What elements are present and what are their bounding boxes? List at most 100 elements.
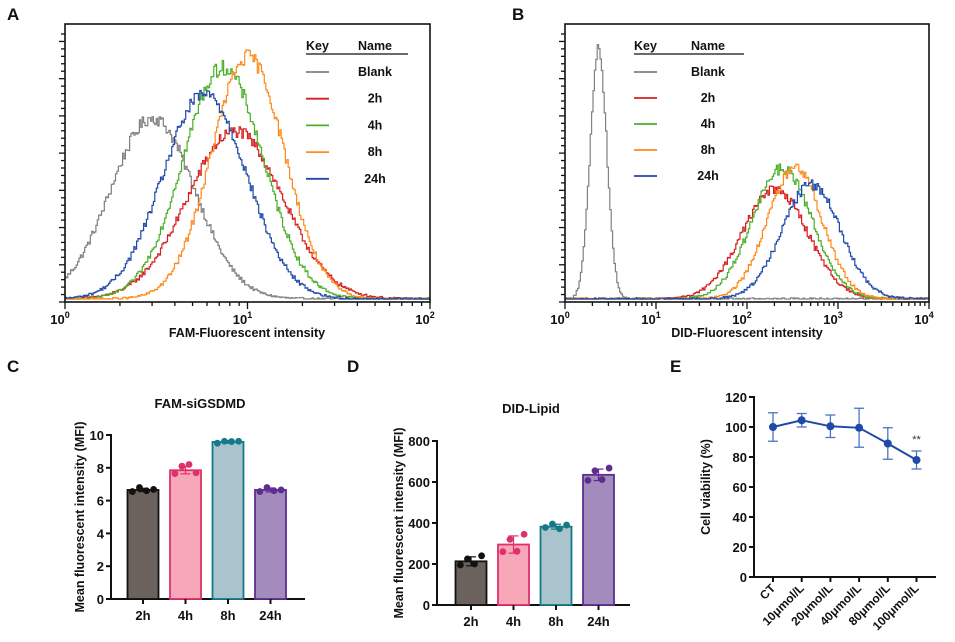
data-point-4h [171,470,179,477]
x-tick-exponent: 1 [656,310,661,320]
bar-chart-panel-c: FAM-siGSDMD Mean fluorescent intensity (… [73,396,305,623]
histogram-line-2h [565,185,930,300]
y-axis-ticks [559,33,565,303]
bar-2h [126,489,160,600]
plot-area: 0 200 400 600 800 2h 4h 8h 24h [408,434,630,629]
bar-4h [169,469,202,600]
data-point-24h [605,464,613,472]
y-axis-ticks [59,33,65,303]
x-axis-title: FAM-Fluorescent intensity [169,326,325,340]
y-tick-label: 0 [423,598,430,613]
data-point-2h [471,560,478,568]
y-tick-label: 60 [733,480,747,495]
y-axis-title: Cell viability (%) [699,439,713,535]
data-point-8h [213,439,221,447]
data-point-100-mol-l [912,456,921,464]
data-point-ct [769,423,777,431]
data-point-24h [591,467,599,475]
histogram-line-4h [65,59,431,300]
y-tick-label: 4 [97,526,105,541]
x-tick-exponent: 4 [929,310,934,320]
legend-label-4h: 4h [368,118,383,132]
legend: Key Name Blank 2h 4h 8h 24h [634,39,744,183]
x-tick-label: 101 [233,310,252,327]
x-tick-exponent: 3 [838,310,843,320]
chart-title: DID-Lipid [502,401,560,416]
data-point-8h [235,437,243,445]
legend-label-4h: 4h [701,117,716,131]
x-tick-label: 102 [415,310,434,327]
y-tick-label: 2 [97,559,104,574]
legend: Key Name Blank 2h 4h 8h 24h [306,39,408,186]
data-point-4h [178,462,186,470]
panel-letter-e: E [670,357,681,376]
x-tick-label: 4h [506,614,521,629]
bar-8h [211,440,245,600]
y-tick-label: 100 [725,420,747,435]
x-tick-label: 8h [220,608,235,623]
x-tick-base: 10 [732,312,746,327]
legend-label-24h: 24h [697,169,719,183]
y-tick-label: 400 [408,516,430,531]
panel-letter-c: C [7,357,19,376]
histogram-line-4h [565,163,930,300]
legend-label-24h: 24h [364,172,386,186]
x-tick-label: 2h [135,608,150,623]
data-point-4h [185,461,193,468]
y-tick-label: 0 [97,592,104,607]
x-tick-base: 10 [50,312,64,327]
x-tick-label: 103 [823,310,842,327]
y-axis-title: Mean fluorescent intensity (MFI) [73,422,87,613]
viability-line [772,419,917,461]
y-tick-label: 40 [733,510,747,525]
legend-header-key: Key [634,39,657,53]
x-tick-exponent: 0 [65,310,70,320]
x-tick-label: CT [757,581,779,603]
data-point-8h [563,521,571,529]
y-axis-title: Mean fluorescent intensity (MFI) [392,428,406,619]
x-tick-label: 104 [914,310,933,327]
histogram-line-8h [565,163,929,300]
data-point-40-mol-l [855,423,864,432]
legend-label-8h: 8h [701,143,716,157]
y-tick-label: 20 [733,540,747,555]
x-tick-label: 102 [732,310,751,327]
data-point-4h [513,547,521,555]
histogram-panel-a: 100 101 102 FAM-Fluorescent intensity Key … [50,23,435,340]
x-tick-exponent: 2 [430,310,435,320]
data-point-2h [150,486,158,493]
x-tick-base: 10 [550,312,564,327]
x-tick-label: 101 [641,310,660,327]
data-point-8h [228,438,235,445]
y-tick-label: 600 [408,475,430,490]
legend-header-name: Name [358,39,392,53]
y-tick-label: 6 [97,494,104,509]
plot-frame [564,23,930,303]
data-point-8h [549,520,556,528]
legend-label-2h: 2h [701,91,716,105]
data-point-24h [598,476,606,483]
x-tick-labels: 100 101 102 103 104 [550,310,933,327]
histogram-line-blank [65,116,431,300]
x-tick-label: 2h [463,614,478,629]
x-tick-label: 100 [50,310,69,327]
data-point-2h [464,555,471,563]
bar-8h [539,525,573,606]
panel-letter-d: D [347,357,359,376]
data-point-24h [263,484,271,491]
x-axis-title: DID-Fluorescent intensity [671,326,822,340]
legend-header-name: Name [691,39,725,53]
x-tick-base: 10 [823,312,837,327]
x-tick-label: 4h [178,608,193,623]
legend-label-blank: Blank [358,65,392,79]
x-tick-label: 24h [259,608,281,623]
histogram-line-24h [565,179,930,300]
histogram-curves [65,49,431,300]
bar-24h [582,473,615,606]
histogram-line-blank [565,44,930,300]
panel-letter-b: B [512,5,524,24]
x-tick-exponent: 0 [565,310,570,320]
histogram-line-24h [65,89,430,300]
x-tick-labels: 100 101 102 [50,310,434,327]
